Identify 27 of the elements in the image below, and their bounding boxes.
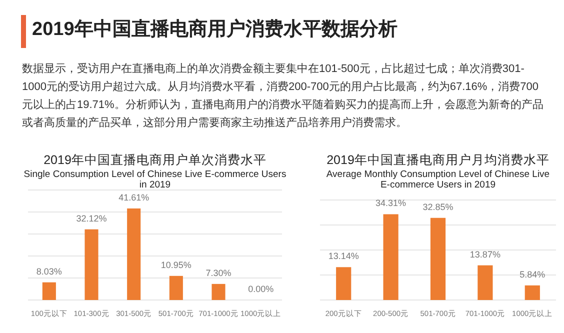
chart-subtitle: Average Monthly Consumption Level of Chinese Live E-commerce Users in 2019 <box>326 169 550 190</box>
bar <box>212 284 226 300</box>
bar <box>169 276 183 300</box>
chart-subtitle: Single Consumption Level of Chinese Live E-commerce Users in 2019 <box>24 169 286 190</box>
data-label: 13.14% <box>328 251 359 262</box>
bar <box>127 208 141 300</box>
text: 2019年中国直播电商用户消费水平数据分析 <box>32 18 398 42</box>
data-label: 41.61% <box>118 192 150 202</box>
bar <box>524 285 540 300</box>
bar <box>42 282 56 300</box>
data-label: 13.87% <box>470 249 500 260</box>
chart-title: 2019年中国直播电商用户单次消费水平 <box>44 153 266 167</box>
bar <box>336 267 352 300</box>
data-label: 34.31% <box>376 198 406 208</box>
bar <box>383 214 398 300</box>
data-label: 7.30% <box>206 268 232 278</box>
text: 数据显示，受访用户在直播电商上的单次消费金额主要集中在101-500元，占比超过七成；单次消费301-1000元的受访用户超过六成。从月均消费水平看，消费200-700元的用户占比最高，约为67.16%，消费700元以上的占19.71%。分析师认为，直播电商用户的消费水平随着购买力的提高而上升，会愿意为新奇的产品或者高质量的产品买单，这部分用户需要商家主动推送产品培养用户消费需求。 <box>22 62 544 131</box>
bar <box>430 218 446 300</box>
data-label: 32.85% <box>422 202 454 212</box>
data-label: 8.03% <box>36 266 62 276</box>
data-label: 0.00% <box>248 284 274 294</box>
bar <box>478 265 493 300</box>
chart-title: 2019年中国直播电商用户月均消费水平 <box>326 153 550 167</box>
data-label: 10.95% <box>160 260 192 270</box>
bar <box>84 229 98 300</box>
data-label: 5.84% <box>520 269 546 280</box>
data-label: 32.12% <box>76 213 107 224</box>
